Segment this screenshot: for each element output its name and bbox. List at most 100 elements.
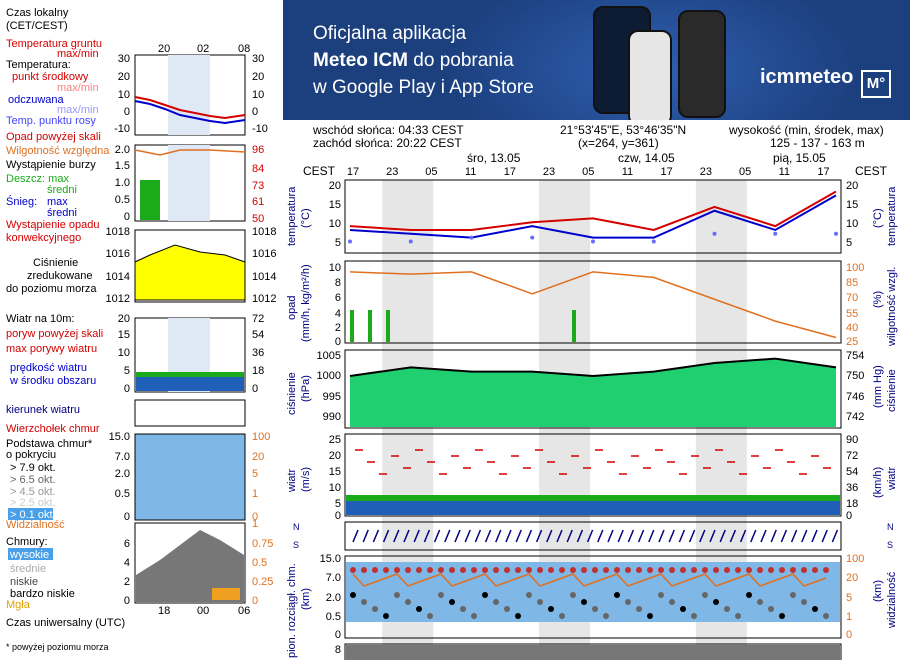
svg-text:1014: 1014	[252, 271, 276, 283]
wind-arrow	[760, 529, 767, 543]
svg-text:0: 0	[124, 383, 130, 395]
cloud-base-dot	[361, 599, 367, 605]
cloud-top-dot	[493, 567, 499, 573]
promo-banner[interactable]: Oficjalna aplikacja Meteo ICM do pobrani…	[283, 0, 910, 120]
wind-arrow	[505, 529, 512, 543]
dew-point	[348, 239, 352, 244]
cloud-base-dot	[625, 599, 631, 605]
svg-text:(mm Hg): (mm Hg)	[872, 365, 884, 408]
svg-text:995: 995	[323, 391, 341, 403]
legend-tick-02: 02	[197, 43, 209, 55]
svg-text:36: 36	[252, 347, 264, 359]
hour-tick-label: 11	[465, 166, 476, 178]
svg-text:54: 54	[252, 329, 264, 341]
legend-rain-mean: średni	[47, 184, 77, 196]
svg-text:1.0: 1.0	[115, 177, 130, 189]
cloud-top-dot	[625, 567, 631, 573]
cloud-base-dot	[812, 606, 818, 612]
cloud-top-dot	[823, 567, 829, 573]
cloud-base-dot	[471, 613, 477, 619]
cloud-top-dot	[350, 567, 356, 573]
hour-tick-label: 23	[543, 166, 555, 178]
svg-text:1005: 1005	[317, 350, 341, 362]
cloud-top-dot	[460, 567, 466, 573]
grid-coords: (x=264, y=361)	[578, 136, 659, 150]
pressure-line	[349, 357, 837, 378]
main-left-ticks: 20 15 10 5 10 8 6 4 2 0 1005 1000 995 99…	[317, 180, 341, 656]
legend-cl-high: wysokie	[9, 549, 49, 561]
legend-maxmin: max/min	[57, 82, 99, 94]
svg-text:S: S	[293, 540, 299, 550]
legend-temp-line-blue	[134, 100, 246, 125]
cloud-base-dot	[515, 613, 521, 619]
wind-arrow	[525, 529, 533, 543]
legend-rain-above: Opad powyżej skali	[6, 131, 101, 143]
legend-clouds: Chmury:	[6, 536, 48, 548]
svg-text:wiatr: wiatr	[286, 468, 298, 493]
dew-point	[530, 235, 535, 240]
svg-text:-10: -10	[252, 123, 268, 135]
legend-utc: Czas uniwersalny (UTC)	[6, 617, 125, 629]
svg-text:0: 0	[124, 211, 130, 223]
wind-arrow	[637, 529, 645, 543]
wind-arrow	[362, 529, 369, 543]
svg-text:754: 754	[846, 350, 864, 362]
svg-text:72: 72	[252, 313, 264, 325]
svg-text:(°C): (°C)	[300, 208, 312, 228]
svg-text:czw, 14.05: czw, 14.05	[618, 151, 675, 165]
cloud-base-dot	[669, 599, 675, 605]
svg-text:20: 20	[252, 451, 264, 463]
cloud-top-dot	[515, 567, 521, 573]
height-values: 125 - 137 - 163 m	[770, 136, 865, 150]
svg-text:15: 15	[329, 466, 341, 478]
wind-arrow	[484, 529, 492, 543]
wind-arrow	[729, 529, 737, 543]
wind-arrow	[811, 529, 818, 543]
dew-point	[834, 231, 838, 236]
svg-text:15.0: 15.0	[109, 431, 130, 443]
hour-tick-label: 05	[582, 166, 594, 178]
cloud-top-dot	[449, 567, 455, 573]
svg-text:1016: 1016	[252, 248, 276, 260]
visibility-line	[352, 573, 827, 587]
svg-text:25: 25	[329, 434, 341, 446]
cloud-base-dot	[460, 606, 466, 612]
legend-okt45: > 4.5 okt.	[10, 486, 56, 498]
cloud-top-dot	[383, 567, 389, 573]
svg-text:20: 20	[252, 71, 264, 83]
wind-arrow	[688, 529, 696, 543]
hour-tick-label: 17	[347, 166, 359, 178]
legend-footnote: * powyżej poziomu morza	[6, 642, 109, 652]
cloud-base-dot	[647, 613, 653, 619]
svg-text:4: 4	[124, 557, 130, 569]
svg-text:100: 100	[252, 431, 270, 443]
svg-text:1: 1	[846, 611, 852, 623]
legend-left-ticks: 30 20 10 0 -10 2.0 1.5 1.0 0.5 0 1018 10…	[106, 53, 130, 607]
legend-tick-20: 20	[158, 43, 170, 55]
svg-text:opad: opad	[286, 296, 298, 320]
svg-text:73: 73	[252, 180, 264, 192]
svg-text:1014: 1014	[106, 271, 130, 283]
svg-text:2: 2	[335, 322, 341, 334]
cloud-base-dot	[438, 592, 444, 598]
cloud-top-dot	[647, 567, 653, 573]
wind-arrow	[444, 529, 451, 543]
legend-okt25: > 2.5 okt.	[10, 497, 56, 509]
cloud-base-dot	[482, 592, 488, 598]
svg-text:6: 6	[124, 538, 130, 550]
svg-text:84: 84	[252, 163, 264, 175]
cloud-top-dot	[779, 567, 785, 573]
wind-arrow	[535, 529, 543, 543]
legend-storm: Wystąpienie burzy	[6, 159, 96, 171]
svg-text:0: 0	[846, 629, 852, 641]
cloud-base-dot	[724, 606, 730, 612]
svg-text:(%): (%)	[872, 291, 884, 308]
legend-temp-line-red	[134, 96, 246, 120]
rain-bar	[368, 310, 372, 342]
svg-text:85: 85	[846, 277, 858, 289]
cloud-top-dot	[702, 567, 708, 573]
svg-text:pion. rozciągł. chm.: pion. rozciągł. chm.	[286, 563, 298, 658]
wind-arrow	[546, 529, 553, 543]
cloud-top-dot	[581, 567, 587, 573]
humidity-line	[349, 271, 837, 339]
